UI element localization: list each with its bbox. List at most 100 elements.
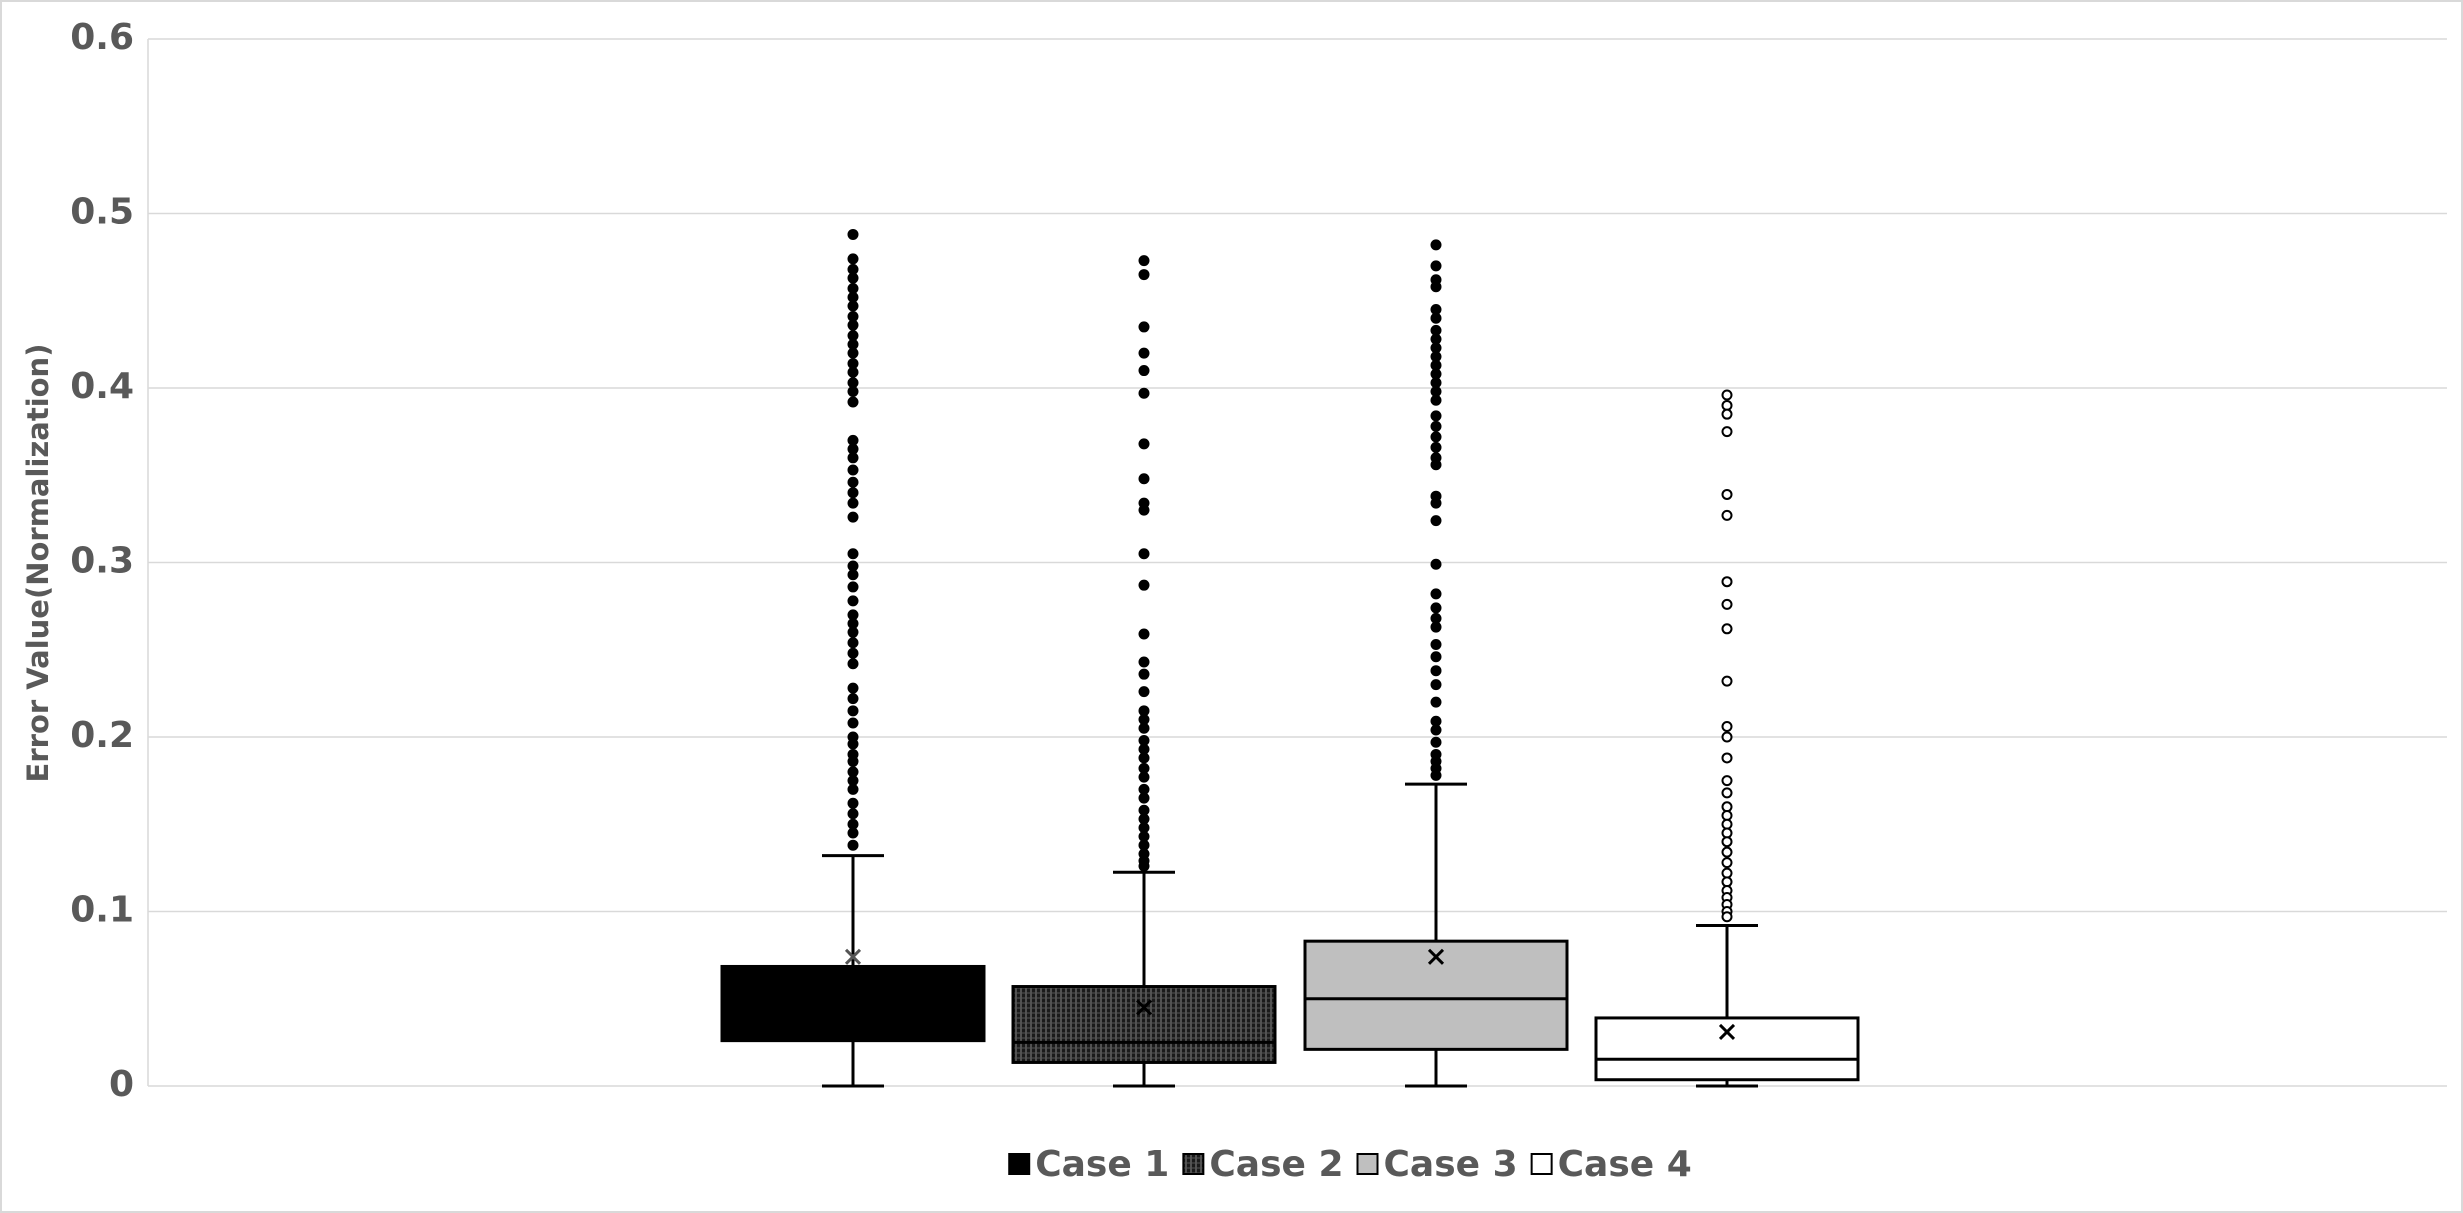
outlier: [847, 228, 859, 240]
outlier: [1430, 665, 1442, 677]
outlier: [847, 560, 859, 572]
outlier: [1721, 731, 1733, 743]
outlier: [847, 618, 859, 630]
outlier: [1721, 509, 1733, 521]
outlier: [1430, 377, 1442, 389]
outlier: [1430, 679, 1442, 691]
outlier: [1430, 394, 1442, 406]
box: [720, 964, 986, 1043]
outlier: [847, 775, 859, 787]
outlier: [1430, 639, 1442, 651]
outlier: [847, 783, 859, 795]
outlier: [1138, 365, 1150, 377]
outlier: [847, 464, 859, 476]
outlier: [847, 347, 859, 359]
outlier: [1430, 724, 1442, 736]
outlier: [1430, 431, 1442, 443]
outlier: [847, 581, 859, 593]
outlier: [1138, 860, 1150, 872]
y-tick-label: 0.6: [70, 17, 134, 58]
legend-swatch: [1356, 1153, 1379, 1175]
outlier: [1721, 818, 1733, 830]
outlier: [1138, 686, 1150, 698]
outlier: [847, 738, 859, 750]
mean-marker: [844, 948, 862, 965]
outlier: [847, 682, 859, 694]
outlier: [1430, 441, 1442, 453]
outlier: [1430, 515, 1442, 527]
outlier: [847, 319, 859, 331]
outlier: [1430, 410, 1442, 422]
outlier: [847, 637, 859, 649]
outlier: [1430, 359, 1442, 371]
outlier: [847, 396, 859, 408]
outlier: [847, 366, 859, 378]
mean-marker: [1718, 1023, 1736, 1040]
outlier: [1430, 333, 1442, 345]
outlier: [847, 609, 859, 621]
outlier: [1138, 255, 1150, 267]
outlier: [1138, 822, 1150, 834]
outlier: [1721, 911, 1733, 923]
outlier: [1138, 504, 1150, 516]
outlier: [847, 476, 859, 488]
outlier: [1721, 775, 1733, 787]
outlier: [847, 434, 859, 446]
outlier: [847, 693, 859, 705]
legend-label: Case 1: [1035, 1144, 1169, 1185]
legend-swatch: [1182, 1153, 1205, 1175]
outlier: [1430, 342, 1442, 354]
outlier: [1430, 351, 1442, 363]
box: [1303, 939, 1569, 1051]
outlier: [1721, 408, 1733, 420]
outlier: [847, 377, 859, 389]
outlier: [1721, 836, 1733, 848]
y-tick-label: 0.2: [70, 715, 134, 756]
outlier: [1430, 497, 1442, 509]
outlier: [1430, 736, 1442, 748]
outlier: [1138, 656, 1150, 668]
box: [1011, 985, 1277, 1064]
outlier: [1430, 420, 1442, 432]
outlier: [1721, 846, 1733, 858]
outlier: [1721, 827, 1733, 839]
outlier: [1721, 389, 1733, 401]
outlier: [847, 487, 859, 499]
outlier: [847, 263, 859, 275]
outlier: [1430, 715, 1442, 727]
outlier: [1721, 576, 1733, 588]
outlier: [1430, 239, 1442, 251]
outlier: [1430, 312, 1442, 324]
outlier: [1138, 734, 1150, 746]
outlier: [847, 511, 859, 523]
outlier: [847, 358, 859, 370]
outlier: [1721, 857, 1733, 869]
outlier: [1138, 668, 1150, 680]
outlier: [847, 272, 859, 284]
outlier: [1430, 385, 1442, 397]
outlier: [847, 330, 859, 342]
outlier: [1138, 705, 1150, 717]
outlier: [847, 626, 859, 638]
outlier: [1430, 558, 1442, 570]
outlier: [1430, 459, 1442, 471]
outlier: [847, 569, 859, 581]
outlier: [1721, 752, 1733, 764]
outlier: [1430, 368, 1442, 380]
outlier: [847, 385, 859, 397]
outlier: [1138, 714, 1150, 726]
outlier: [847, 839, 859, 851]
outlier: [1138, 438, 1150, 450]
y-axis-title: Error Value(Normalization): [21, 344, 55, 783]
outlier: [1138, 752, 1150, 764]
outlier: [1138, 628, 1150, 640]
y-tick-label: 0.4: [70, 366, 134, 407]
outlier: [847, 766, 859, 778]
outlier: [847, 283, 859, 295]
outlier: [1721, 675, 1733, 687]
outlier: [847, 595, 859, 607]
y-tick-label: 0.5: [70, 192, 134, 233]
outlier: [1721, 810, 1733, 822]
outlier: [1138, 548, 1150, 560]
outlier: [847, 310, 859, 322]
